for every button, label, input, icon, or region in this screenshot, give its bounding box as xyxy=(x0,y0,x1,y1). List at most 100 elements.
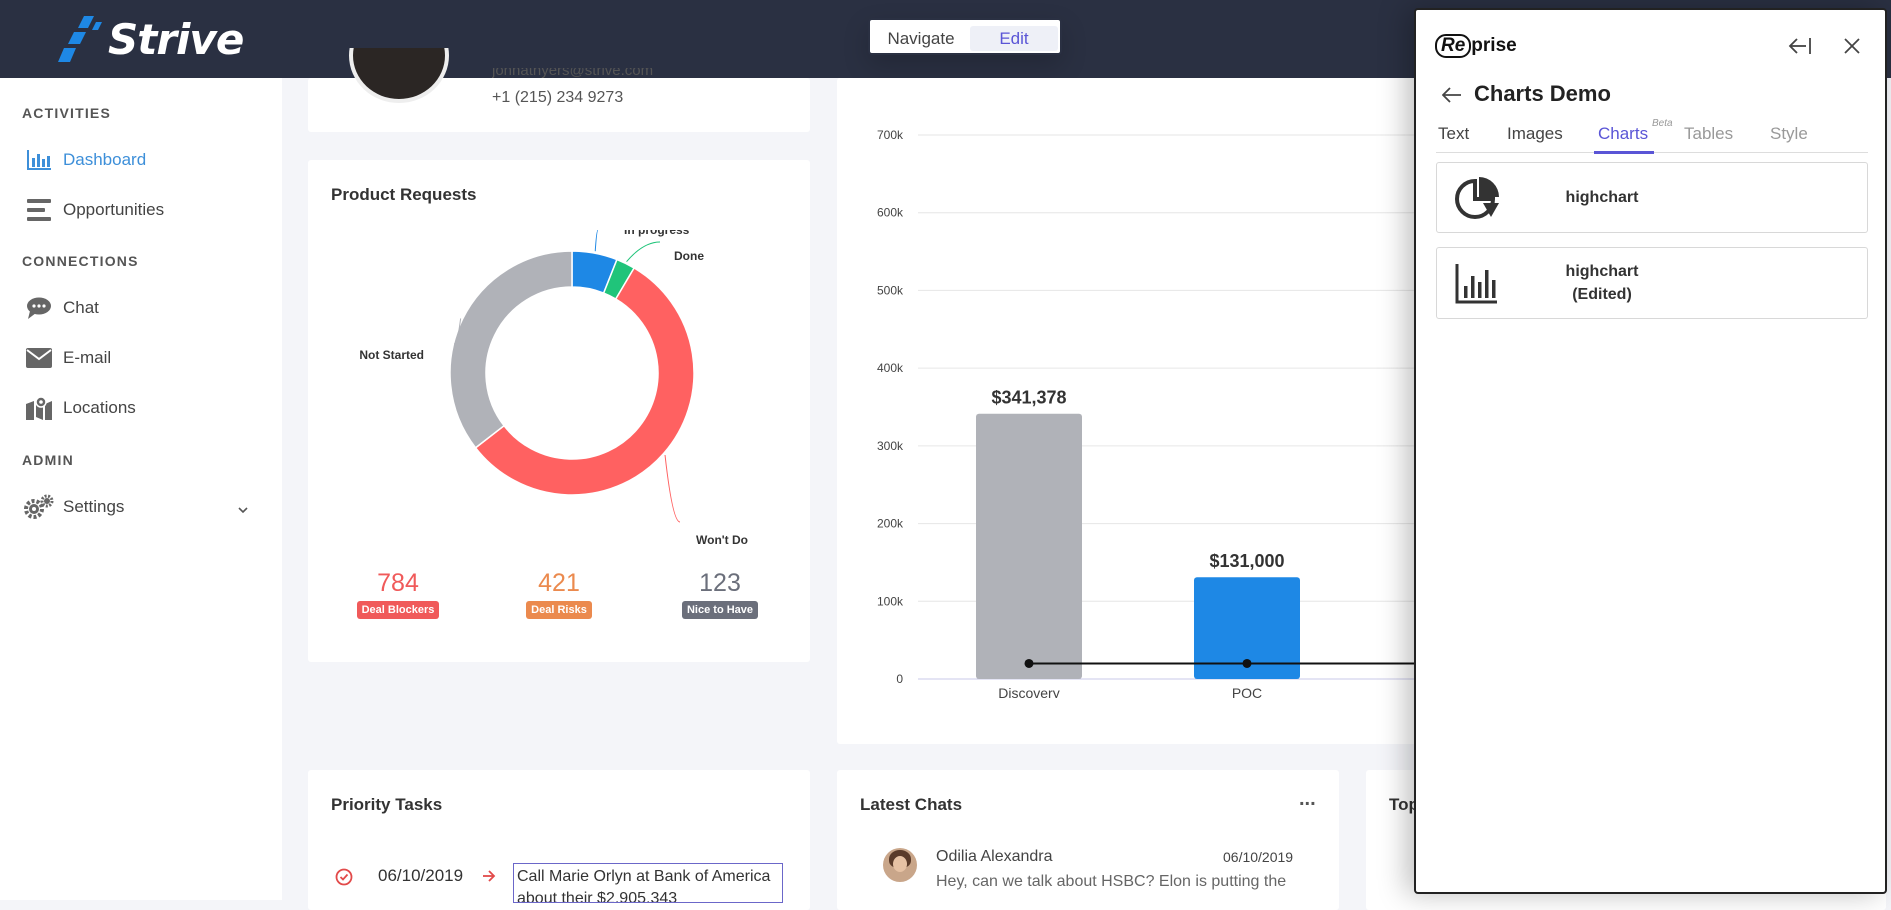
sidebar-item-label: Opportunities xyxy=(63,200,165,219)
panel-title: Charts Demo xyxy=(1474,81,1611,106)
reprise-logo: Re prise xyxy=(1435,34,1517,58)
strive-logo-icon xyxy=(58,16,102,62)
bar-1[interactable] xyxy=(1194,577,1300,679)
gear-icon xyxy=(24,492,54,522)
check-circle-icon[interactable] xyxy=(335,868,353,891)
section-admin: ADMIN xyxy=(22,452,74,468)
y-tick-label: 500k xyxy=(877,283,904,297)
sidebar-item-locations[interactable]: Locations xyxy=(24,388,264,428)
bar-chart-icon xyxy=(24,145,54,175)
tab-tables[interactable]: Tables xyxy=(1684,124,1734,143)
chart-item-name: highchart xyxy=(1565,263,1639,280)
y-tick-label: 0 xyxy=(896,672,903,686)
donut-label: Done xyxy=(674,249,704,263)
donut-label: In progress xyxy=(624,230,690,237)
profile-email[interactable]: johnathyers@strive.com xyxy=(492,68,654,79)
card-title: Product Requests xyxy=(331,185,477,204)
stat-badge: Deal Risks xyxy=(526,601,592,619)
more-options-button[interactable]: ... xyxy=(1299,788,1316,810)
chart-item-name: highchart xyxy=(1565,189,1639,206)
y-tick-label: 100k xyxy=(877,594,904,608)
sidebar-item-label: Settings xyxy=(63,497,125,516)
chat-icon xyxy=(24,293,54,323)
avatar xyxy=(883,848,917,882)
tab-charts[interactable]: Charts xyxy=(1598,124,1649,143)
tab-images[interactable]: Images xyxy=(1507,124,1563,143)
stat-deal-blockers: 784 Deal Blockers xyxy=(338,569,458,619)
sidebar: ACTIVITIES Dashboard Opportunities CONNE… xyxy=(0,78,282,900)
strive-logo[interactable]: Strive xyxy=(56,12,244,66)
sidebar-item-settings[interactable]: Settings xyxy=(24,487,264,527)
bar-data-label: $341,378 xyxy=(991,388,1066,408)
edit-mode-button[interactable]: Edit xyxy=(970,26,1058,51)
beta-label: Beta xyxy=(1652,118,1673,129)
donut-label: Won't Do xyxy=(696,533,748,547)
section-connections: CONNECTIONS xyxy=(22,253,139,269)
tab-active-underline xyxy=(1594,151,1654,154)
list-icon xyxy=(24,195,54,225)
bar-0[interactable] xyxy=(976,413,1082,679)
x-tick-label: Discovery xyxy=(998,685,1059,698)
stat-nice-to-have: 123 Nice to Have xyxy=(660,569,780,619)
bar-chart-icon xyxy=(1455,262,1499,309)
chart-item-highchart-edited[interactable]: highchart (Edited) xyxy=(1436,247,1868,319)
pipeline-bar-chart: 0 100k 200k 300k 400k 500k 600k 700k $341,378 Dis… xyxy=(877,128,1417,698)
priority-tasks-card: Priority Tasks 06/10/2019 Call Marie Orl… xyxy=(308,770,810,910)
arrow-right-icon xyxy=(482,869,496,888)
x-tick-label: POC xyxy=(1232,685,1262,698)
sidebar-item-dashboard[interactable]: Dashboard xyxy=(24,140,264,180)
chevron-down-icon[interactable] xyxy=(238,501,248,519)
card-title: Top xyxy=(1389,795,1419,814)
app-name: Strive xyxy=(108,14,244,64)
tab-text[interactable]: Text xyxy=(1438,124,1470,143)
sidebar-item-email[interactable]: E-mail xyxy=(24,338,264,378)
sidebar-item-label: Dashboard xyxy=(63,150,147,169)
chart-item-subtitle: (Edited) xyxy=(1572,286,1632,303)
collapse-panel-icon[interactable] xyxy=(1788,36,1812,61)
donut-connector-2 xyxy=(664,454,681,523)
map-icon xyxy=(24,393,54,423)
reprise-logo-box: Re xyxy=(1435,34,1472,58)
chart-item-highchart[interactable]: highchart xyxy=(1436,162,1868,233)
mode-toggle: Navigate Edit xyxy=(868,18,1062,55)
stat-value: 123 xyxy=(699,569,741,597)
sidebar-item-chat[interactable]: Chat xyxy=(24,288,264,328)
donut-slice-2[interactable] xyxy=(474,266,695,496)
stat-value: 784 xyxy=(377,569,419,597)
tab-style[interactable]: Style xyxy=(1770,124,1808,143)
envelope-icon xyxy=(24,343,54,373)
trend-point-0[interactable] xyxy=(1024,658,1034,668)
card-title: Latest Chats xyxy=(860,795,963,814)
product-requests-donut-chart: In progress Done Won't Do Not Started xyxy=(359,230,748,547)
trend-point-1[interactable] xyxy=(1242,658,1252,668)
sidebar-item-label: E-mail xyxy=(63,348,112,367)
stat-badge: Deal Blockers xyxy=(356,601,440,619)
y-tick-label: 300k xyxy=(877,439,904,453)
y-tick-label: 700k xyxy=(877,128,904,142)
y-tick-label: 600k xyxy=(877,206,904,220)
chat-date: 06/10/2019 xyxy=(1223,849,1294,865)
back-arrow-icon[interactable] xyxy=(1441,87,1462,108)
reprise-logo-text: prise xyxy=(1471,35,1517,56)
y-tick-label: 200k xyxy=(877,517,904,531)
pipeline-bar-chart-card xyxy=(837,78,1417,744)
donut-label: Not Started xyxy=(359,348,424,362)
profile-phone: +1 (215) 234 9273 xyxy=(492,89,624,106)
sidebar-item-opportunities[interactable]: Opportunities xyxy=(24,190,264,230)
section-activities: ACTIVITIES xyxy=(22,105,112,121)
task-date: 06/10/2019 xyxy=(378,866,464,885)
donut-connector-0 xyxy=(594,230,599,252)
reprise-panel: Re prise Charts Demo Text Images Charts … xyxy=(1414,8,1887,894)
chat-message[interactable]: Hey, can we talk about HSBC? Elon is put… xyxy=(936,873,1287,890)
latest-chats-card: Latest Chats ... Odilia Alexandra 06/10/… xyxy=(837,770,1339,910)
stat-deal-risks: 421 Deal Risks xyxy=(499,569,619,619)
task-text[interactable]: Call Marie Orlyn at Bank of America abou… xyxy=(513,863,783,903)
pie-chart-icon xyxy=(1455,177,1501,226)
navigate-mode-button[interactable]: Navigate xyxy=(887,29,955,48)
bar-data-label: $131,000 xyxy=(1209,551,1284,571)
close-icon[interactable] xyxy=(1843,37,1861,60)
donut-slice-3[interactable] xyxy=(449,250,573,449)
profile-card: johnathyers@strive.com +1 (215) 234 9273 xyxy=(308,48,810,132)
chat-sender: Odilia Alexandra xyxy=(936,848,1053,865)
stat-value: 421 xyxy=(538,569,580,597)
